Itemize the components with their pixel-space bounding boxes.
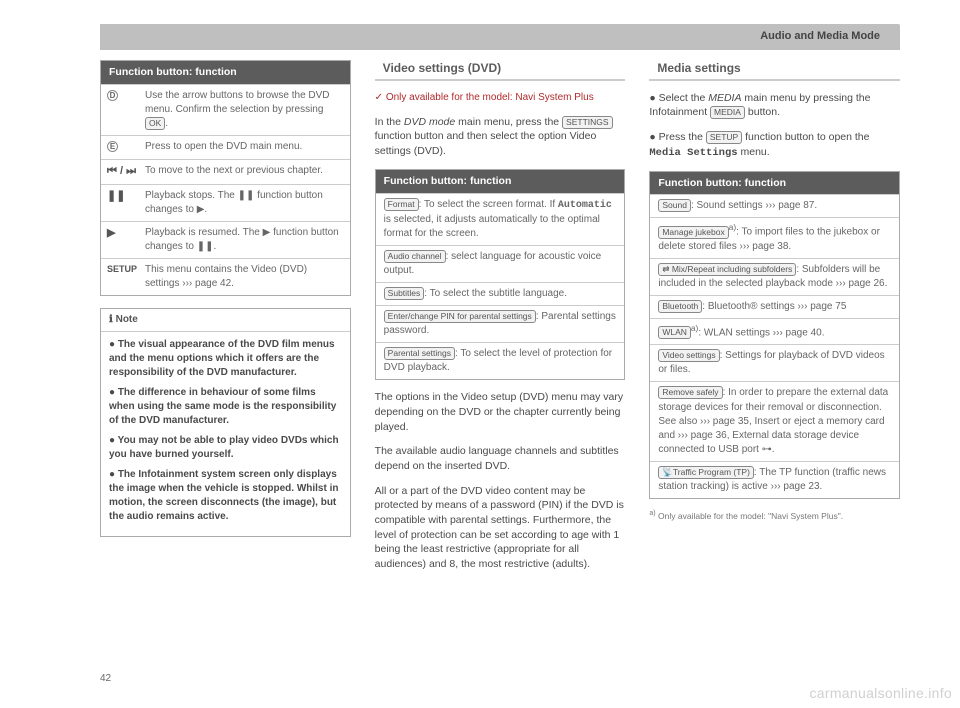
column-1: Function button: function D Use the arro… [100, 60, 351, 582]
table-row: Parental settings: To select the level o… [376, 342, 625, 379]
body-paragraph: All or a part of the DVD video content m… [375, 484, 626, 572]
body-paragraph: The available audio language channels an… [375, 444, 626, 473]
column-3: Media settings ● Select the MEDIA main m… [649, 60, 900, 582]
header-section-title: Audio and Media Mode [100, 24, 900, 50]
column-2: Video settings (DVD) ✓ Only available fo… [375, 60, 626, 582]
note-item: ● The Infotainment system screen only di… [109, 468, 342, 524]
footnote: a) Only available for the model: "Navi S… [649, 509, 900, 523]
bullet-paragraph: ● Select the MEDIA main menu by pressing… [649, 91, 900, 120]
table-row: Enter/change PIN for parental settings: … [376, 305, 625, 342]
table-row: Sound: Sound settings ››› page 87. [650, 194, 899, 217]
table-header: Function button: function [650, 172, 899, 195]
table-row: Manage jukeboxa): To import files to the… [650, 217, 899, 257]
table-header: Function button: function [376, 170, 625, 193]
note-body: ● The visual appearance of the DVD film … [101, 332, 350, 536]
table-row: Remove safely: In order to prepare the e… [650, 381, 899, 460]
row-icon: D [101, 85, 145, 135]
table-row: Video settings: Settings for playback of… [650, 344, 899, 381]
table-row: WLANa): WLAN settings ››› page 40. [650, 318, 899, 344]
table-row: D Use the arrow buttons to browse the DV… [101, 84, 350, 135]
note-box: ℹ Note ● The visual appearance of the DV… [100, 308, 351, 537]
row-text: To move to the next or previous chapter. [145, 160, 350, 183]
function-table-2: Function button: function Format: To sel… [375, 169, 626, 380]
availability-note: ✓ Only available for the model: Navi Sys… [375, 91, 626, 105]
table-row: ⏮ / ⏭ To move to the next or previous ch… [101, 159, 350, 183]
function-table-1: Function button: function D Use the arro… [100, 60, 351, 296]
row-icon: E [101, 136, 145, 159]
body-paragraph: The options in the Video setup (DVD) men… [375, 390, 626, 434]
section-title: Media settings [649, 60, 900, 81]
table-header: Function button: function [101, 61, 350, 84]
row-text: Use the arrow buttons to browse the DVD … [145, 85, 350, 135]
table-row: Subtitles: To select the subtitle langua… [376, 282, 625, 305]
table-row: ⇄ Mix/Repeat including subfolders: Subfo… [650, 258, 899, 295]
prev-next-icon: ⏮ / ⏭ [101, 160, 145, 183]
table-row: 📡Traffic Program (TP): The TP function (… [650, 461, 899, 498]
bullet-paragraph: ● Press the SETUP function button to ope… [649, 130, 900, 160]
watermark: carmanualsonline.info [810, 684, 953, 704]
note-header: ℹ Note [101, 309, 350, 332]
page-number: 42 [100, 672, 111, 686]
note-item: ● The visual appearance of the DVD film … [109, 338, 342, 380]
note-item: ● The difference in behaviour of some fi… [109, 386, 342, 428]
page: Audio and Media Mode Function button: fu… [0, 0, 960, 708]
table-row: E Press to open the DVD main menu. [101, 135, 350, 159]
row-text: Playback stops. The ❚❚ function button c… [145, 185, 350, 221]
header-text: Audio and Media Mode [760, 29, 880, 44]
table-row: Format: To select the screen format. If … [376, 193, 625, 245]
row-text: Playback is resumed. The ▶ function butt… [145, 222, 350, 258]
columns: Function button: function D Use the arro… [100, 60, 900, 582]
table-row: Bluetooth: Bluetooth® settings ››› page … [650, 295, 899, 318]
function-table-3: Function button: function Sound: Sound s… [649, 171, 900, 499]
table-row: Audio channel: select language for acous… [376, 245, 625, 282]
body-paragraph: In the DVD mode main menu, press the SET… [375, 115, 626, 159]
section-title: Video settings (DVD) [375, 60, 626, 81]
play-icon: ▶ [101, 222, 145, 258]
table-row: ❚❚ Playback stops. The ❚❚ function butto… [101, 184, 350, 221]
row-text: This menu contains the Video (DVD) setti… [145, 259, 350, 295]
table-row: ▶ Playback is resumed. The ▶ function bu… [101, 221, 350, 258]
row-icon: SETUP [101, 259, 145, 295]
table-row: SETUP This menu contains the Video (DVD)… [101, 258, 350, 295]
note-item: ● You may not be able to play video DVDs… [109, 434, 342, 462]
row-text: Press to open the DVD main menu. [145, 136, 350, 159]
pause-icon: ❚❚ [101, 185, 145, 221]
